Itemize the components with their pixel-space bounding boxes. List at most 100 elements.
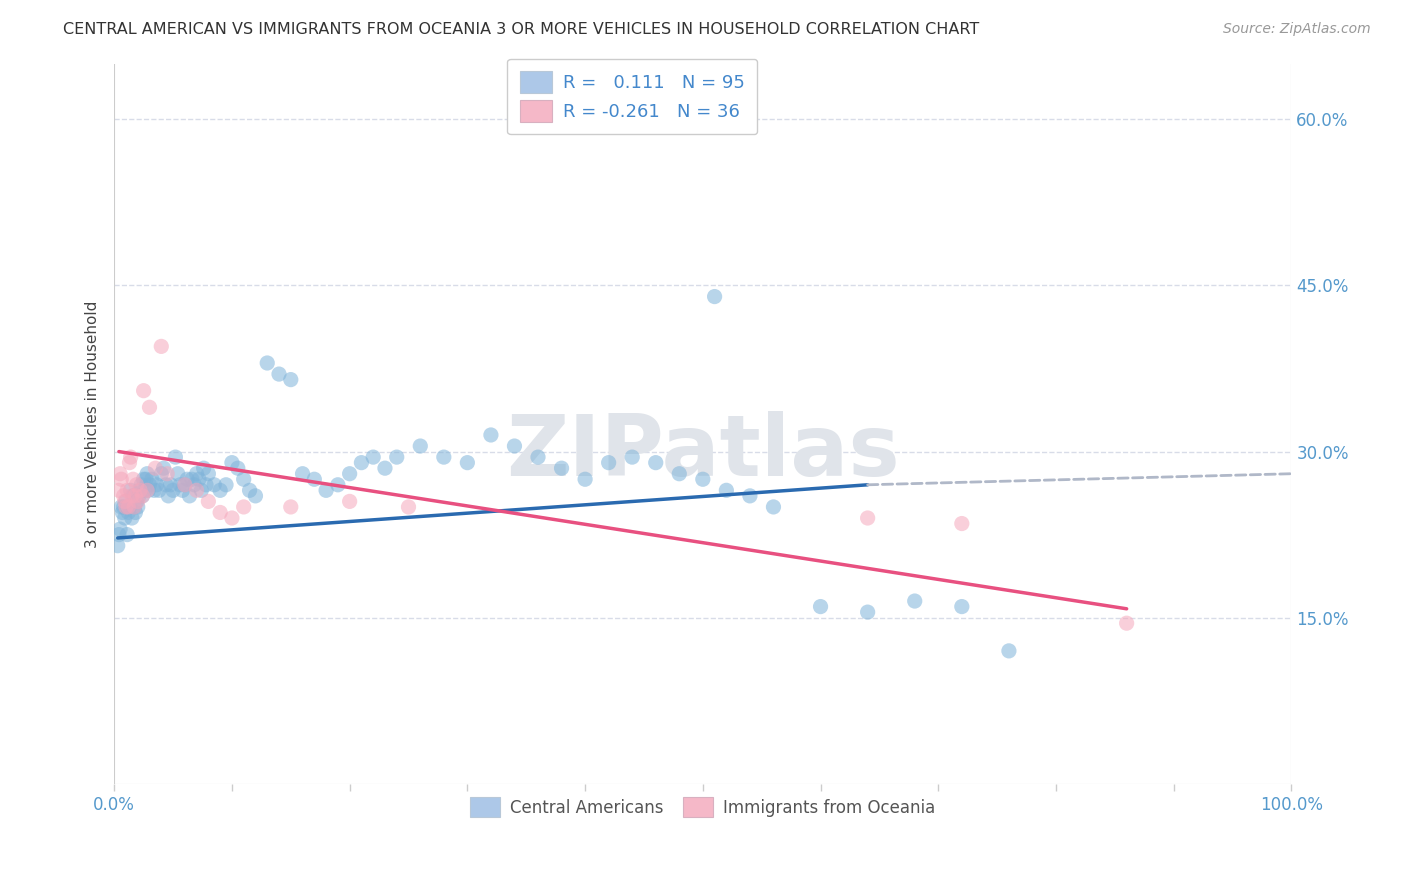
Point [267, 367, 290, 381]
Point [738, 489, 761, 503]
Point [1115, 616, 1137, 631]
Point [186, 467, 208, 481]
Point [165, 450, 187, 464]
Point [136, 467, 159, 481]
Point [134, 483, 156, 498]
Point [374, 461, 396, 475]
Point [326, 477, 349, 491]
Point [112, 500, 135, 514]
Point [232, 472, 254, 486]
Point [108, 467, 131, 481]
Point [950, 599, 973, 614]
Point [127, 500, 149, 514]
Point [433, 450, 456, 464]
Text: CENTRAL AMERICAN VS IMMIGRANTS FROM OCEANIA 3 OR MORE VEHICLES IN HOUSEHOLD CORR: CENTRAL AMERICAN VS IMMIGRANTS FROM OCEA… [63, 22, 980, 37]
Point [195, 477, 218, 491]
Point [117, 506, 139, 520]
Point [197, 467, 219, 481]
Point [131, 489, 153, 503]
Point [215, 477, 238, 491]
Point [188, 472, 211, 486]
Point [574, 472, 596, 486]
Point [136, 483, 159, 498]
Point [135, 472, 157, 486]
Point [856, 605, 879, 619]
Point [111, 506, 134, 520]
Point [280, 500, 302, 514]
Point [110, 472, 132, 486]
Point [121, 489, 143, 503]
Point [197, 494, 219, 508]
Point [398, 500, 420, 514]
Point [256, 356, 278, 370]
Point [122, 500, 145, 514]
Point [132, 384, 155, 398]
Point [221, 456, 243, 470]
Point [108, 522, 131, 536]
Point [150, 339, 173, 353]
Point [226, 461, 249, 475]
Point [190, 483, 212, 498]
Point [145, 477, 167, 491]
Point [456, 456, 478, 470]
Point [127, 494, 149, 508]
Point [409, 439, 432, 453]
Point [350, 456, 373, 470]
Point [132, 472, 155, 486]
Point [131, 489, 153, 503]
Point [179, 489, 201, 503]
Point [148, 483, 170, 498]
Point [117, 500, 139, 514]
Point [141, 472, 163, 486]
Text: ZIPatlas: ZIPatlas [506, 411, 900, 494]
Point [124, 489, 146, 503]
Point [904, 594, 927, 608]
Point [129, 483, 152, 498]
Point [527, 450, 550, 464]
Point [716, 483, 738, 498]
Point [107, 539, 129, 553]
Text: Source: ZipAtlas.com: Source: ZipAtlas.com [1223, 22, 1371, 37]
Point [143, 483, 166, 498]
Point [856, 511, 879, 525]
Point [239, 483, 262, 498]
Point [108, 527, 131, 541]
Point [232, 500, 254, 514]
Point [128, 489, 150, 503]
Point [118, 456, 141, 470]
Point [339, 494, 361, 508]
Point [152, 461, 174, 475]
Y-axis label: 3 or more Vehicles in Household: 3 or more Vehicles in Household [86, 301, 100, 548]
Point [122, 500, 145, 514]
Point [245, 489, 267, 503]
Point [280, 373, 302, 387]
Point [173, 477, 195, 491]
Point [156, 467, 179, 481]
Point [166, 467, 188, 481]
Point [304, 472, 326, 486]
Point [172, 483, 194, 498]
Point [121, 511, 143, 525]
Point [162, 483, 184, 498]
Point [479, 428, 502, 442]
Point [120, 450, 142, 464]
Point [762, 500, 785, 514]
Point [361, 450, 384, 464]
Point [221, 511, 243, 525]
Point [110, 500, 132, 514]
Point [125, 494, 148, 508]
Point [114, 511, 136, 525]
Point [176, 472, 198, 486]
Point [138, 477, 160, 491]
Point [173, 477, 195, 491]
Point [339, 467, 361, 481]
Point [136, 483, 159, 498]
Point [193, 461, 215, 475]
Point [644, 456, 666, 470]
Point [150, 467, 173, 481]
Point [186, 483, 208, 498]
Point [703, 289, 725, 303]
Point [159, 477, 181, 491]
Point [115, 494, 138, 508]
Point [155, 477, 177, 491]
